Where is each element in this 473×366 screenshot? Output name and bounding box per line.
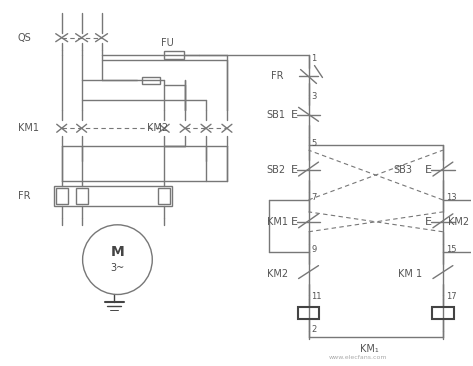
Text: KM 1: KM 1 <box>398 269 422 279</box>
Text: FR: FR <box>18 191 30 201</box>
Text: SB2: SB2 <box>267 165 286 175</box>
Bar <box>76 188 88 204</box>
Text: E: E <box>290 110 298 120</box>
Text: 3: 3 <box>312 92 317 101</box>
Bar <box>142 76 160 85</box>
Bar <box>158 188 170 204</box>
Text: E: E <box>290 165 298 175</box>
Bar <box>56 188 68 204</box>
Text: M: M <box>111 245 124 259</box>
Text: 5: 5 <box>312 139 317 148</box>
Text: 1: 1 <box>312 54 317 63</box>
Text: FU: FU <box>161 38 174 48</box>
Text: FR: FR <box>271 71 283 81</box>
Text: 3~: 3~ <box>110 262 124 273</box>
Bar <box>164 51 184 59</box>
Text: KM2: KM2 <box>147 123 168 133</box>
Text: QS: QS <box>18 33 32 43</box>
Text: E: E <box>290 217 298 227</box>
Bar <box>54 186 172 206</box>
Text: SB1: SB1 <box>267 110 286 120</box>
Text: KM1: KM1 <box>267 217 288 227</box>
Text: 17: 17 <box>446 292 456 301</box>
Text: E: E <box>425 165 432 175</box>
Text: www.elecfans.com: www.elecfans.com <box>328 355 387 360</box>
Text: E: E <box>425 217 432 227</box>
Text: 13: 13 <box>446 193 456 202</box>
Text: 7: 7 <box>312 193 317 202</box>
Text: 11: 11 <box>312 292 322 301</box>
Text: 15: 15 <box>446 245 456 254</box>
Text: 9: 9 <box>312 245 317 254</box>
Bar <box>298 307 319 320</box>
Text: KM2: KM2 <box>267 269 288 279</box>
Bar <box>432 307 454 320</box>
Text: KM₁: KM₁ <box>360 344 379 354</box>
Text: KM2: KM2 <box>448 217 469 227</box>
Text: SB3: SB3 <box>393 165 412 175</box>
Text: 2: 2 <box>312 325 317 334</box>
Text: KM1: KM1 <box>18 123 39 133</box>
